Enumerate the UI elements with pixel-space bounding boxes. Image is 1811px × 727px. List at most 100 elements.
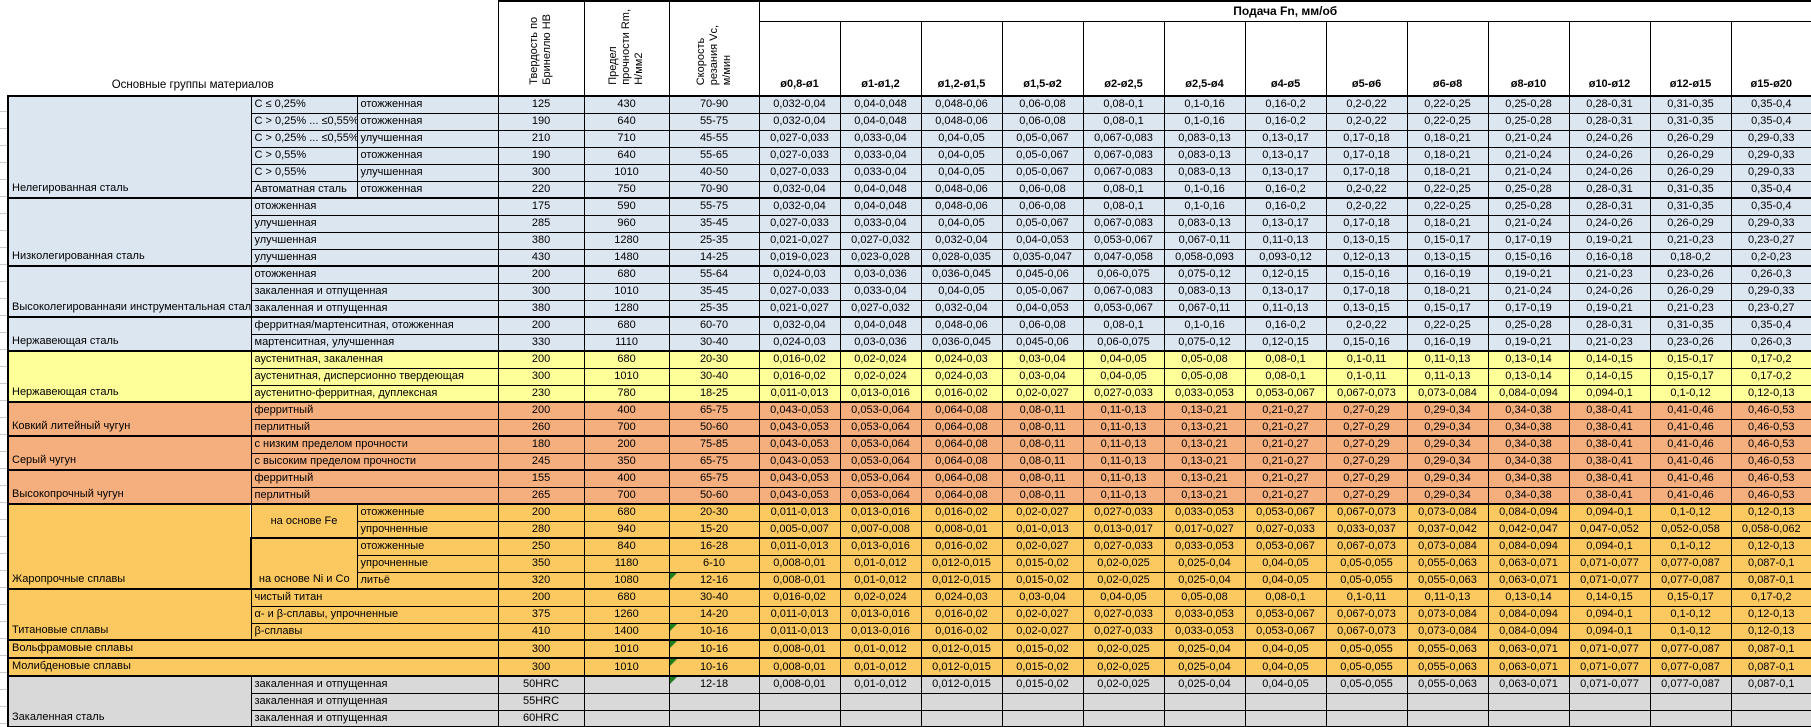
vc-cell: 35-45 <box>668 282 760 301</box>
feed-cell: 0,053-0,064 <box>839 469 922 488</box>
feed-cell: 0,21-0,24 <box>1487 163 1570 182</box>
feed-cell: 0,31-0,35 <box>1649 197 1732 216</box>
feed-cell: 0,11-0,13 <box>1406 350 1489 369</box>
feed-cell: 0,011-0,013 <box>758 622 841 641</box>
feed-cell <box>1244 709 1327 727</box>
feed-cell: 0,05-0,055 <box>1325 675 1408 694</box>
feed-cell: 0,28-0,31 <box>1568 180 1651 199</box>
feed-cell: 0,18-0,21 <box>1406 282 1489 301</box>
feed-cell: 0,22-0,25 <box>1406 95 1489 114</box>
vc-cell: 30-40 <box>668 588 760 607</box>
diameter-header: ø1,5-ø2 <box>1001 20 1084 97</box>
feed-cell: 0,17-0,18 <box>1325 129 1408 148</box>
feed-cell: 0,027-0,033 <box>758 214 841 233</box>
treatment-cell: перлитный <box>250 418 499 437</box>
feed-cell: 0,01-0,012 <box>839 675 922 694</box>
feed-cell: 0,31-0,35 <box>1649 95 1732 114</box>
rm-cell: 400 <box>583 469 670 488</box>
group-cell: Высоколегированнаяи инструментальная ста… <box>7 265 252 318</box>
hb-cell: 200 <box>497 265 585 284</box>
feed-cell: 0,027-0,033 <box>1244 520 1327 539</box>
hardness-hb-header-label: Твердость по Бринеллю HB <box>528 14 554 85</box>
feed-cell: 0,077-0,087 <box>1649 657 1732 677</box>
feed-cell: 0,11-0,13 <box>1082 435 1165 454</box>
feed-cell: 0,34-0,38 <box>1487 452 1570 471</box>
rm-cell: 1010 <box>583 282 670 301</box>
feed-cell: 0,015-0,02 <box>1001 675 1084 694</box>
feed-cell: 0,1-0,11 <box>1325 588 1408 607</box>
feed-cell: 0,11-0,13 <box>1244 231 1327 250</box>
treatment-cell: улучшенная <box>356 163 499 182</box>
feed-cell: 0,08-0,11 <box>1001 469 1084 488</box>
vc-cell: 55-75 <box>668 197 760 216</box>
feed-cell: 0,027-0,032 <box>839 231 922 250</box>
feed-cell: 0,38-0,41 <box>1568 469 1651 488</box>
feed-cell: 0,055-0,063 <box>1406 657 1489 677</box>
feed-cell: 0,18-0,21 <box>1406 214 1489 233</box>
treatment-cell: отожженные <box>356 537 499 556</box>
rm-cell: 1010 <box>583 639 670 659</box>
feed-cell: 0,14-0,15 <box>1568 367 1651 386</box>
feed-cell: 0,41-0,46 <box>1649 418 1732 437</box>
feed-cell: 0,064-0,08 <box>920 401 1003 420</box>
hb-cell: 320 <box>497 571 585 590</box>
treatment-cell: отожженные <box>356 503 499 522</box>
feed-cell: 0,008-0,01 <box>758 639 841 659</box>
vc-cell: 55-75 <box>668 112 760 131</box>
vc-cell: 35-45 <box>668 214 760 233</box>
feed-cell: 0,31-0,35 <box>1649 112 1732 131</box>
feed-cell: 0,033-0,053 <box>1163 384 1246 403</box>
feed-cell <box>1730 692 1811 711</box>
hb-cell: 200 <box>497 503 585 522</box>
feed-cell: 0,23-0,27 <box>1730 299 1811 318</box>
feed-cell: 0,027-0,033 <box>758 129 841 148</box>
hb-cell: 180 <box>497 435 585 454</box>
feed-cell: 0,2-0,23 <box>1730 248 1811 267</box>
feed-cell: 0,13-0,17 <box>1244 129 1327 148</box>
feed-cell: 0,17-0,19 <box>1487 299 1570 318</box>
feed-cell: 0,08-0,11 <box>1001 435 1084 454</box>
feed-cell: 0,03-0,036 <box>839 333 922 352</box>
feed-cell: 0,032-0,04 <box>758 180 841 199</box>
feed-cell: 0,087-0,1 <box>1730 657 1811 677</box>
feed-cell: 0,16-0,2 <box>1244 95 1327 114</box>
rm-cell: 680 <box>583 588 670 607</box>
feed-cell: 0,06-0,08 <box>1001 197 1084 216</box>
feed-cell: 0,21-0,27 <box>1244 486 1327 505</box>
feed-cell: 0,22-0,25 <box>1406 316 1489 335</box>
treatment-cell: литьё <box>356 571 499 590</box>
feed-cell: 0,084-0,094 <box>1487 605 1570 624</box>
note-triangle-icon <box>670 678 677 684</box>
feed-cell: 0,027-0,032 <box>839 299 922 318</box>
feed-cell: 0,2-0,22 <box>1325 95 1408 114</box>
feed-cell: 0,01-0,012 <box>839 571 922 590</box>
vc-cell: 20-30 <box>668 503 760 522</box>
feed-cell: 0,011-0,013 <box>758 503 841 522</box>
feed-cell: 0,16-0,2 <box>1244 112 1327 131</box>
feed-cell: 0,043-0,053 <box>758 435 841 454</box>
feed-cell: 0,03-0,04 <box>1001 350 1084 369</box>
feed-cell: 0,16-0,19 <box>1406 265 1489 284</box>
feed-cell <box>839 692 922 711</box>
feed-cell: 0,25-0,28 <box>1487 95 1570 114</box>
feed-cell: 0,083-0,13 <box>1163 129 1246 148</box>
hb-cell: 265 <box>497 486 585 505</box>
hb-cell: 200 <box>497 316 585 335</box>
vc-cell: 40-50 <box>668 163 760 182</box>
feed-cell: 0,22-0,25 <box>1406 112 1489 131</box>
feed-cell: 0,38-0,41 <box>1568 452 1651 471</box>
feed-cell: 0,05-0,055 <box>1325 657 1408 677</box>
feed-cell: 0,08-0,11 <box>1001 418 1084 437</box>
rm-cell: 350 <box>583 452 670 471</box>
feed-cell: 0,027-0,033 <box>758 282 841 301</box>
treatment-cell: ферритная/мартенситная, отожженная <box>250 316 499 335</box>
treatment-cell: мартенситная, улучшенная <box>250 333 499 352</box>
feed-cell: 0,021-0,027 <box>758 231 841 250</box>
feed-cell: 0,025-0,04 <box>1163 554 1246 573</box>
feed-cell: 0,04-0,048 <box>839 180 922 199</box>
feed-cell: 0,027-0,033 <box>1082 503 1165 522</box>
feed-cell: 0,12-0,13 <box>1730 537 1811 556</box>
feed-cell: 0,15-0,17 <box>1406 299 1489 318</box>
vc-cell: 30-40 <box>668 367 760 386</box>
feed-cell: 0,02-0,024 <box>839 367 922 386</box>
